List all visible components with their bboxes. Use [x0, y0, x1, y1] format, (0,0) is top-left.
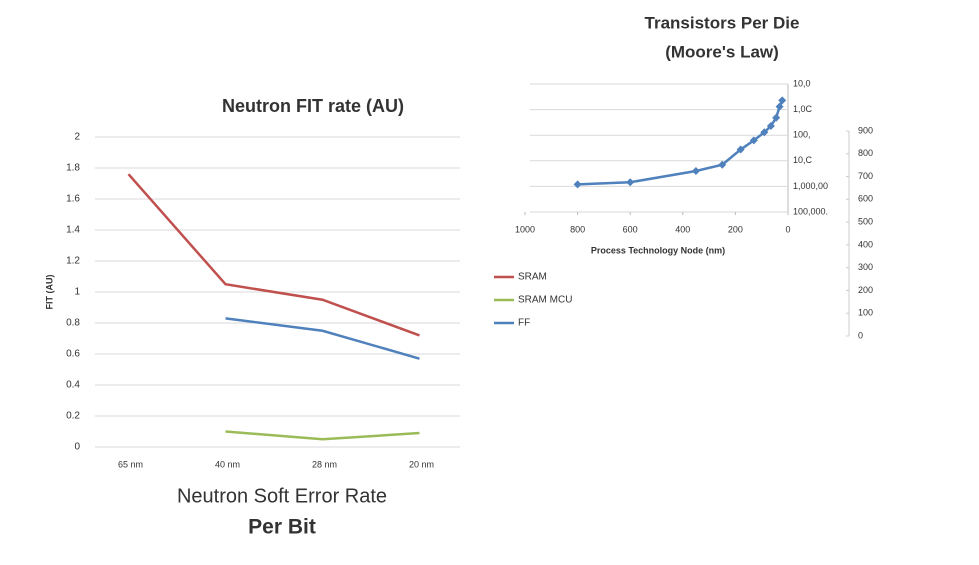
y-tick-label: 1.2 [66, 256, 80, 267]
legend-label: SRAM [518, 272, 547, 283]
caption: Neutron Soft Error Rate [177, 485, 387, 507]
y2-tick-label: 400 [858, 239, 873, 249]
y2-tick-label: 300 [858, 262, 873, 272]
y-tick-label: 2 [74, 132, 80, 143]
x-tick-label: 600 [623, 224, 638, 234]
chart-title: Neutron FIT rate (AU) [222, 96, 404, 116]
data-point [778, 96, 787, 105]
series-line [225, 430, 420, 441]
y-tick-label: 100,000. [793, 206, 828, 216]
y2-tick-label: 600 [858, 194, 873, 204]
y-tick-label: 0.4 [66, 380, 80, 391]
y2-tick-label: 900 [858, 125, 873, 135]
x-tick-label: 1000 [515, 224, 535, 234]
y-tick-label: 1 [74, 287, 80, 298]
data-point [766, 121, 775, 130]
y2-tick-label: 800 [858, 148, 873, 158]
x-axis-label: Process Technology Node (nm) [591, 245, 725, 255]
data-point [775, 102, 784, 111]
y-tick-label: 10,0 [793, 78, 811, 88]
x-tick-label: 65 nm [118, 459, 143, 469]
y-tick-label: 100, [793, 130, 811, 140]
chart-title: (Moore's Law) [665, 42, 779, 61]
data-point [691, 166, 700, 175]
x-tick-label: 28 nm [312, 459, 337, 469]
legend-label: FF [518, 318, 530, 329]
series-line [225, 317, 420, 360]
series-line [127, 173, 420, 337]
data-point [760, 128, 769, 137]
y2-tick-label: 500 [858, 216, 873, 226]
y-tick-label: 1.6 [66, 194, 80, 205]
y-tick-label: 0.8 [66, 318, 80, 329]
caption: Per Bit [248, 516, 316, 539]
y2-tick-label: 700 [858, 171, 873, 181]
y2-tick-label: 100 [858, 308, 873, 318]
y-tick-label: 0.2 [66, 411, 80, 422]
x-tick-label: 40 nm [215, 459, 240, 469]
y-tick-label: 1.4 [66, 225, 80, 236]
y2-tick-label: 0 [858, 330, 863, 340]
x-tick-label: 800 [570, 224, 585, 234]
x-tick-label: 0 [785, 224, 790, 234]
data-point [718, 160, 727, 169]
y-axis-label: FIT (AU) [44, 275, 54, 310]
y-tick-label: 1.8 [66, 163, 80, 174]
x-tick-label: 400 [675, 224, 690, 234]
y-tick-label: 0 [74, 442, 80, 453]
y-tick-label: 1,000,00 [793, 181, 828, 191]
x-tick-label: 200 [728, 224, 743, 234]
data-point [772, 113, 781, 122]
y-tick-label: 0.6 [66, 349, 80, 360]
x-tick-label: 20 nm [409, 459, 434, 469]
data-point [626, 178, 635, 187]
data-point [736, 145, 745, 154]
legend-label: SRAM MCU [518, 295, 572, 306]
y2-tick-label: 200 [858, 285, 873, 295]
data-point [573, 180, 582, 189]
chart-title: Transistors Per Die [645, 13, 800, 32]
data-point [749, 136, 758, 145]
y-tick-label: 1,0C [793, 104, 813, 114]
y-tick-label: 10,C [793, 155, 813, 165]
